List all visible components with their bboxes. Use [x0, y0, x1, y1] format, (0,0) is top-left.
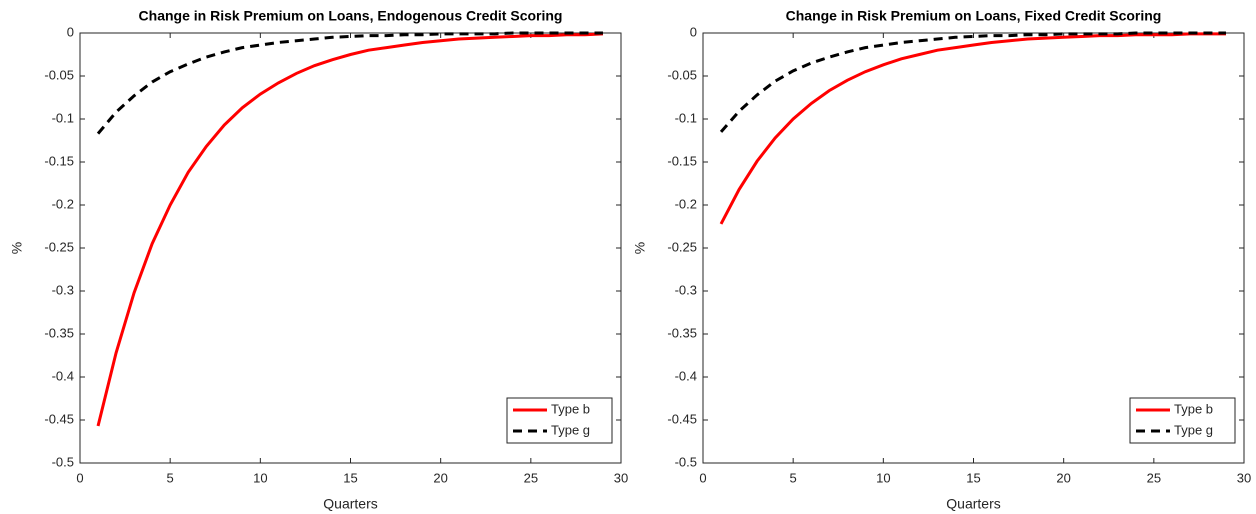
y-tick-label: -0.5 — [52, 454, 74, 469]
x-tick-label: 30 — [1237, 470, 1251, 485]
y-tick-label: -0.45 — [667, 411, 697, 426]
y-axis-label: % — [632, 242, 648, 254]
y-tick-label: -0.4 — [52, 368, 74, 383]
x-axis-label: Quarters — [323, 496, 377, 512]
legend-box — [506, 397, 613, 444]
x-tick-label: 0 — [76, 470, 83, 485]
chart-title: Change in Risk Premium on Loans, Fixed C… — [786, 8, 1162, 24]
axes-frame — [79, 32, 622, 464]
x-tick-label: 5 — [790, 470, 797, 485]
y-tick-label: -0.3 — [675, 282, 697, 297]
x-tick-label: 5 — [167, 470, 174, 485]
x-axis-label: Quarters — [946, 496, 1000, 512]
x-tick-label: 15 — [343, 470, 357, 485]
legend-label: Type b — [1174, 401, 1213, 416]
y-tick-label: -0.05 — [44, 67, 74, 82]
y-tick-label: -0.1 — [52, 110, 74, 125]
series-line — [96, 31, 603, 135]
y-tick-label: -0.2 — [675, 196, 697, 211]
y-tick-label: -0.35 — [667, 325, 697, 340]
plot-area — [80, 33, 621, 463]
x-tick-label: 10 — [876, 470, 890, 485]
y-tick-label: 0 — [67, 24, 74, 39]
y-tick-label: -0.35 — [44, 325, 74, 340]
y-tick-label: -0.05 — [667, 67, 697, 82]
series-line — [719, 31, 1226, 133]
x-tick-label: 25 — [1147, 470, 1161, 485]
x-tick-label: 20 — [1056, 470, 1070, 485]
x-tick-label: 15 — [966, 470, 980, 485]
y-tick-label: -0.4 — [675, 368, 697, 383]
y-tick-label: -0.3 — [52, 282, 74, 297]
legend-box — [1129, 397, 1236, 444]
y-tick-label: -0.25 — [667, 239, 697, 254]
plot-area — [703, 33, 1244, 463]
series-line — [719, 32, 1226, 225]
x-tick-label: 10 — [253, 470, 267, 485]
legend-label: Type b — [551, 401, 590, 416]
y-tick-label: -0.15 — [44, 153, 74, 168]
y-axis-label: % — [9, 242, 25, 254]
series-line — [96, 32, 604, 427]
legend-label: Type g — [1174, 422, 1213, 437]
legend: Type b Type g — [506, 397, 613, 444]
y-tick-label: -0.15 — [667, 153, 697, 168]
x-tick-label: 30 — [614, 470, 628, 485]
y-tick-label: -0.5 — [675, 454, 697, 469]
x-tick-label: 25 — [524, 470, 538, 485]
legend: Type b Type g — [1129, 397, 1236, 444]
y-tick-label: -0.25 — [44, 239, 74, 254]
x-tick-label: 20 — [433, 470, 447, 485]
y-tick-label: -0.1 — [675, 110, 697, 125]
y-tick-label: -0.2 — [52, 196, 74, 211]
y-tick-label: 0 — [690, 24, 697, 39]
chart-title: Change in Risk Premium on Loans, Endogen… — [139, 8, 563, 24]
x-tick-label: 0 — [699, 470, 706, 485]
axes-frame — [702, 32, 1245, 464]
y-tick-label: -0.45 — [44, 411, 74, 426]
legend-label: Type g — [551, 422, 590, 437]
